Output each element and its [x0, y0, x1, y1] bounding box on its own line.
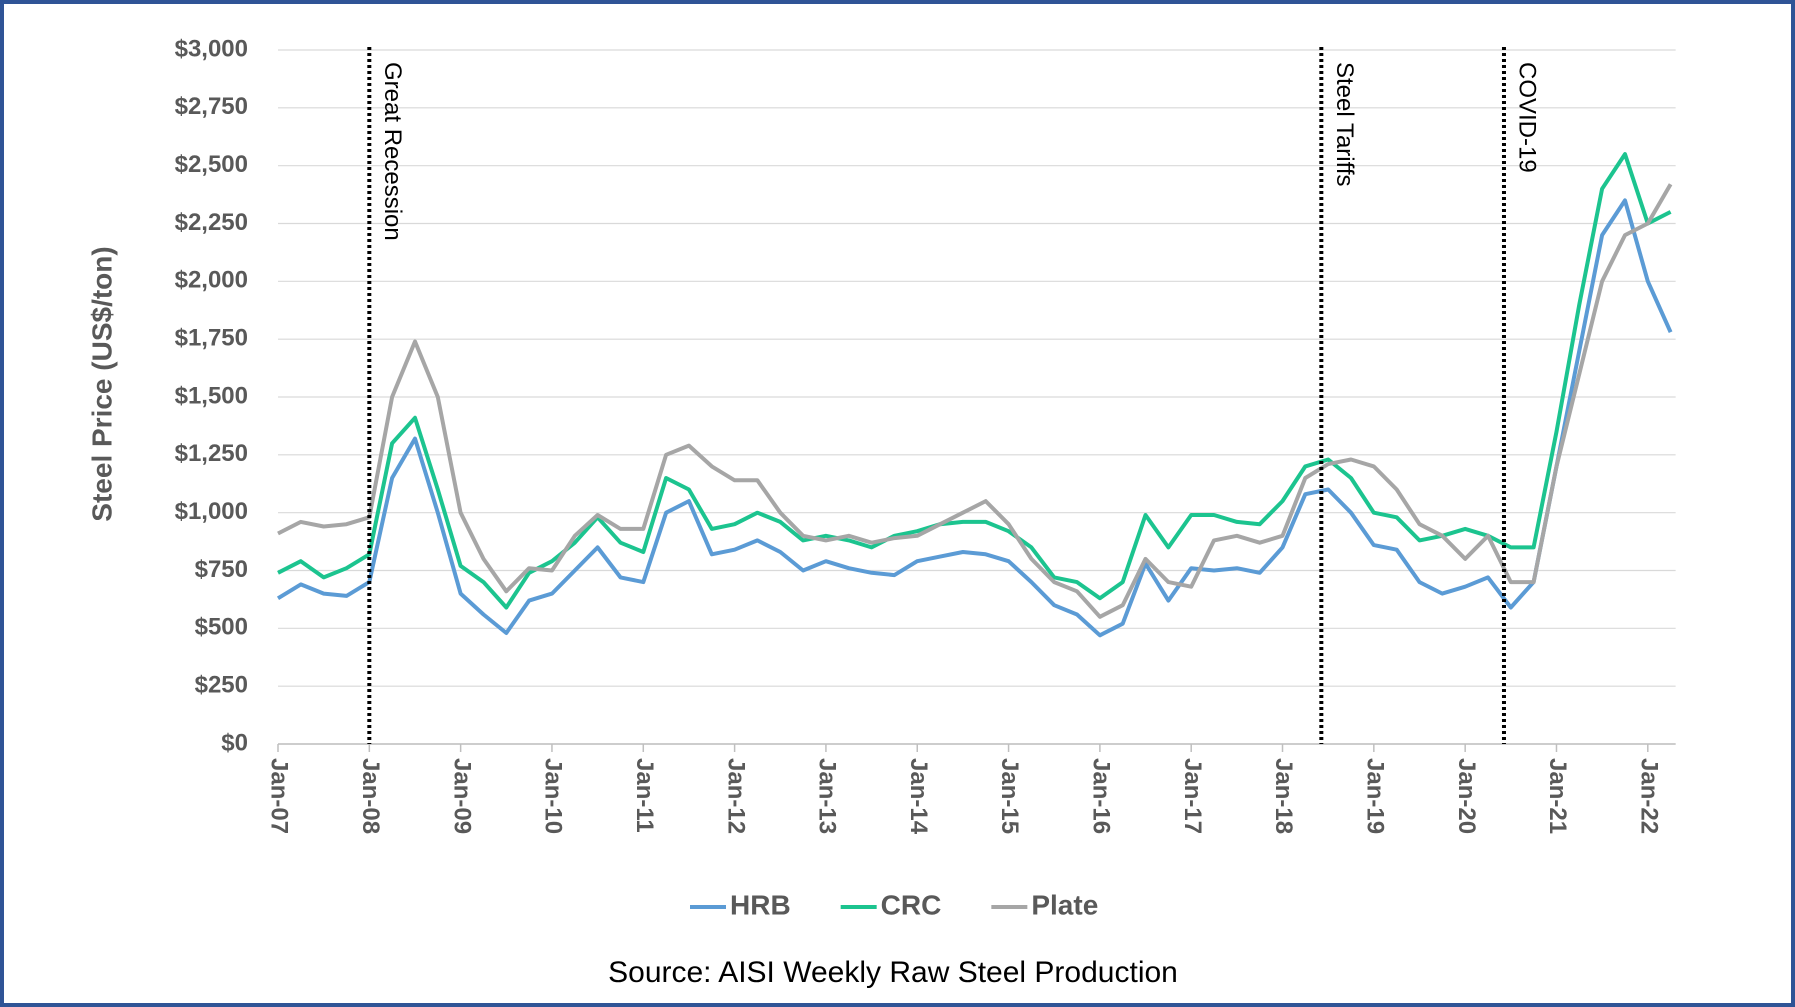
y-tick-label: $2,500 [175, 151, 248, 178]
legend-label: Plate [1031, 889, 1098, 920]
series-line [277, 152, 1672, 610]
x-tick-label: Jan-09 [448, 758, 475, 834]
y-tick-label: $3,000 [175, 35, 248, 62]
series-line [277, 183, 1673, 619]
x-tick-label: Jan-17 [1179, 758, 1206, 834]
x-tick-label: Jan-19 [1361, 758, 1388, 834]
y-tick-label: $750 [195, 556, 248, 583]
x-tick-label: Jan-11 [631, 758, 658, 833]
y-tick-label: $1,250 [175, 440, 248, 467]
y-tick-label: $2,250 [175, 209, 248, 236]
x-tick-label: Jan-15 [996, 758, 1023, 834]
x-tick-label: Jan-21 [1544, 758, 1571, 834]
legend-label: CRC [881, 889, 942, 920]
legend-label: HRB [730, 889, 791, 920]
x-tick-label: Jan-20 [1453, 758, 1480, 834]
source-note: Source: AISI Weekly Raw Steel Production [608, 956, 1178, 989]
y-tick-label: $1,000 [175, 498, 248, 525]
y-tick-label: $0 [221, 729, 248, 756]
x-tick-label: Jan-12 [722, 758, 749, 834]
y-tick-label: $2,750 [175, 93, 248, 120]
x-tick-label: Jan-22 [1635, 758, 1662, 834]
event-label: COVID-19 [1514, 62, 1541, 173]
x-tick-label: Jan-13 [814, 758, 841, 834]
y-tick-label: $500 [195, 614, 248, 641]
y-axis-title: Steel Price (US$/ton) [86, 246, 117, 521]
event-label: Steel Tariffs [1331, 62, 1358, 187]
x-tick-label: Jan-16 [1088, 758, 1115, 834]
y-tick-label: $2,000 [175, 267, 248, 294]
x-tick-label: Jan-08 [357, 758, 384, 834]
x-tick-label: Jan-10 [540, 758, 567, 834]
y-tick-label: $1,500 [175, 382, 248, 409]
x-tick-label: Jan-07 [266, 758, 293, 834]
series-line [276, 198, 1673, 638]
event-label: Great Recession [379, 62, 406, 241]
y-tick-label: $1,750 [175, 325, 248, 352]
x-tick-label: Jan-14 [905, 758, 932, 835]
x-tick-label: Jan-18 [1270, 758, 1297, 834]
y-tick-label: $250 [195, 672, 248, 699]
